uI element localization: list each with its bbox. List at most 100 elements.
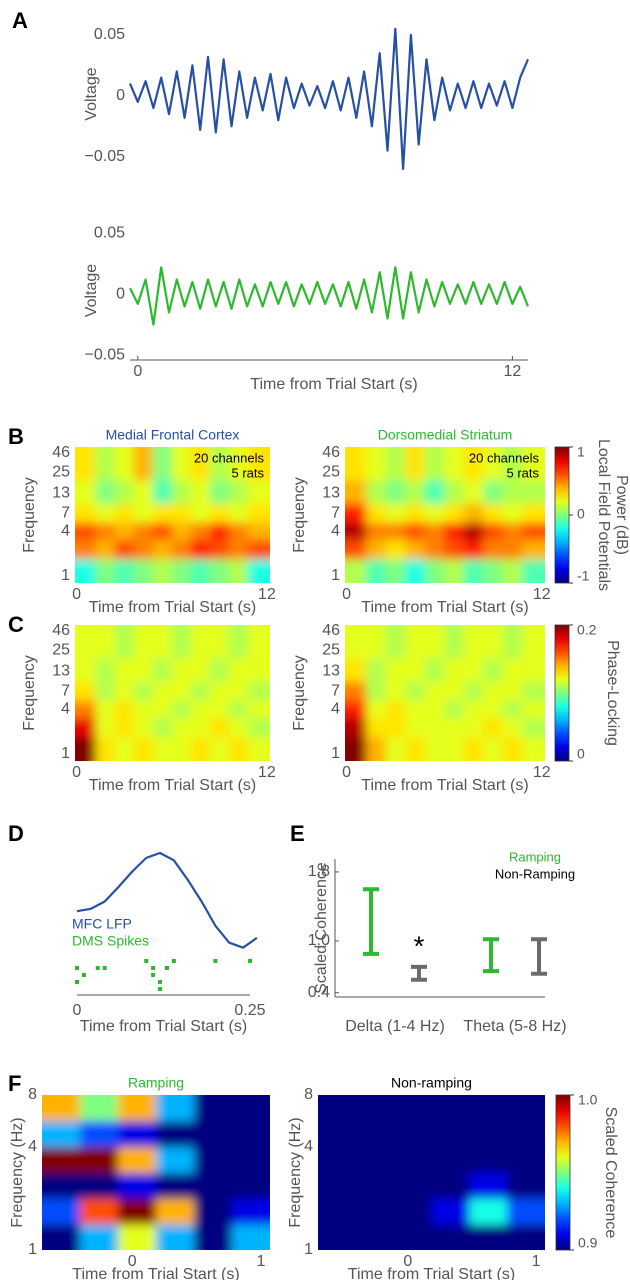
cell (209, 479, 230, 504)
cell (393, 1146, 432, 1174)
y-axis-label: Frequency (Hz) (9, 1117, 26, 1227)
spike (144, 959, 149, 963)
cell (209, 681, 230, 701)
spike (171, 959, 176, 963)
colorbar-tick-label: 0 (577, 746, 585, 762)
cell (345, 447, 367, 481)
cell (228, 503, 249, 523)
cell (522, 717, 545, 738)
y-tick-label: −0.05 (85, 346, 126, 363)
cell (209, 522, 230, 540)
y-axis-label: Frequency (291, 655, 308, 731)
cell (463, 625, 484, 659)
cell (405, 700, 426, 718)
x-axis-label: Time from Trial Start (s) (80, 1018, 247, 1035)
cell (366, 625, 387, 659)
cell (114, 503, 135, 523)
cell (385, 700, 406, 718)
cell (75, 479, 97, 504)
cell (114, 717, 135, 738)
cell (405, 625, 426, 659)
cell (133, 681, 154, 701)
x-tick-label: 12 (503, 363, 521, 380)
chart-title: Ramping (128, 1075, 184, 1091)
heatmap (345, 447, 545, 583)
cell (171, 539, 192, 560)
cell (444, 479, 465, 504)
cell (247, 447, 270, 481)
cell (444, 657, 465, 682)
cell (318, 1172, 357, 1199)
cell (152, 736, 173, 761)
cell (522, 503, 545, 523)
cell (194, 1095, 233, 1122)
cell (522, 681, 545, 701)
cell (133, 447, 154, 481)
cell (118, 1224, 157, 1250)
cell (133, 558, 154, 583)
cell (133, 522, 154, 540)
cell (118, 1146, 157, 1174)
cell (502, 700, 523, 718)
cell (114, 558, 135, 583)
cell (318, 1146, 357, 1174)
y-tick-label: 4 (28, 1138, 37, 1155)
cell (75, 657, 97, 682)
y-tick-label: 4 (61, 700, 70, 717)
x-tick-label: Delta (1-4 Hz) (345, 1018, 445, 1035)
cell (424, 539, 445, 560)
cell (95, 625, 116, 659)
cell (247, 657, 270, 682)
y-tick-label: 4 (61, 522, 70, 539)
annotation: 5 rats (506, 465, 539, 480)
cell (228, 539, 249, 560)
lfp-trace (76, 851, 258, 949)
cell (190, 447, 211, 481)
cell (393, 1224, 432, 1250)
cell (502, 558, 523, 583)
cell (366, 736, 387, 761)
cell (502, 625, 523, 659)
y-tick-label: 7 (61, 504, 70, 521)
cell (75, 625, 97, 659)
cell (171, 479, 192, 504)
colorbar-tick-label: 1 (577, 444, 585, 460)
cell (522, 479, 545, 504)
cell (75, 522, 97, 540)
cell (507, 1095, 545, 1122)
cell (190, 625, 211, 659)
cell (156, 1120, 195, 1148)
cell (95, 681, 116, 701)
spike (158, 980, 163, 984)
cell (385, 736, 406, 761)
y-tick-label: 4 (331, 522, 340, 539)
cell (502, 657, 523, 682)
cell (42, 1146, 81, 1174)
x-tick-label: 12 (258, 586, 276, 603)
cell (42, 1120, 81, 1148)
cell (194, 1146, 233, 1174)
cell (431, 1146, 470, 1174)
x-tick-label: 1 (532, 1253, 541, 1270)
cell (318, 1095, 357, 1122)
cell (133, 736, 154, 761)
error-bar (483, 937, 499, 974)
heatmap-cells (42, 1095, 270, 1250)
cell (232, 1120, 270, 1148)
heatmap-cells (345, 447, 545, 583)
x-tick-label: Theta (5-8 Hz) (463, 1018, 566, 1035)
panel-label: B (8, 424, 24, 449)
y-axis-label: Frequency (21, 655, 38, 731)
cell (228, 447, 249, 481)
panel-label: D (8, 821, 24, 846)
cell (393, 1120, 432, 1148)
cell (431, 1224, 470, 1250)
cell (95, 700, 116, 718)
cell (156, 1224, 195, 1250)
x-tick-label: 0 (73, 1002, 82, 1019)
cell (385, 539, 406, 560)
cell (405, 522, 426, 540)
cell (502, 447, 523, 481)
annotation: 5 rats (231, 465, 264, 480)
cell (232, 1224, 270, 1250)
